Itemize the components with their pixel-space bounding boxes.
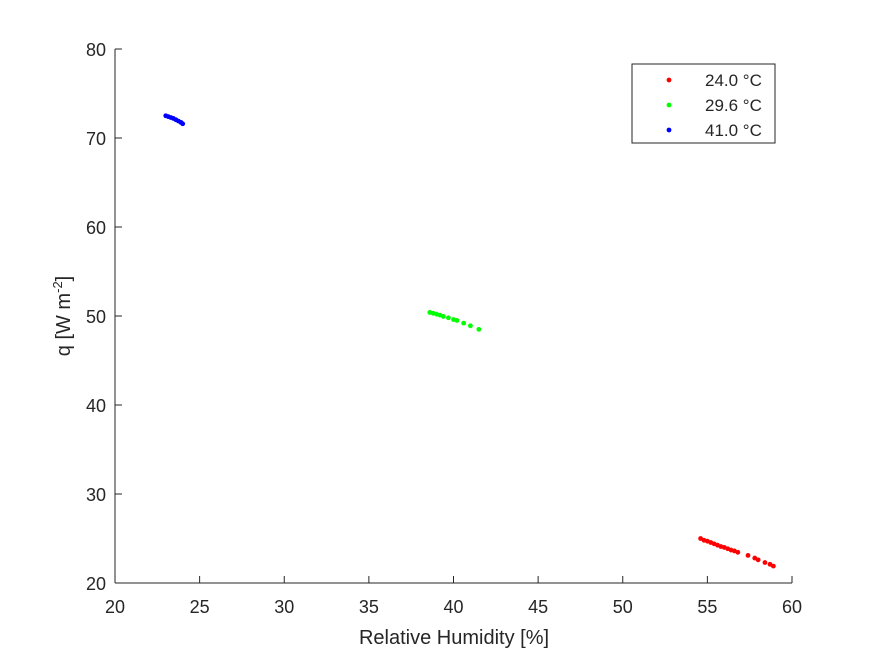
legend-label: 29.6 °C [705, 96, 762, 115]
x-tick-label: 55 [697, 597, 717, 617]
legend-label: 41.0 °C [705, 121, 762, 140]
data-point [476, 326, 482, 332]
y-axis-label-main: q [W m [53, 293, 75, 356]
x-tick-label: 50 [613, 597, 633, 617]
data-points [163, 113, 776, 569]
legend: 24.0 °C 29.6 °C 41.0 °C [631, 63, 776, 144]
x-tick-label: 60 [782, 597, 802, 617]
x-axis-label: Relative Humidity [%] [359, 627, 549, 649]
y-axis-label-superscript: -2 [50, 281, 65, 293]
y-axis-label-end: ] [53, 276, 75, 282]
x-tick-label: 35 [359, 597, 379, 617]
data-point [762, 560, 768, 565]
y-tick-label: 80 [86, 40, 106, 60]
data-point [735, 549, 741, 555]
data-point [454, 318, 460, 323]
legend-marker [666, 102, 672, 108]
data-point [440, 314, 446, 319]
y-tick-label: 30 [86, 485, 106, 505]
legend-marker [666, 77, 672, 83]
legend-label: 24.0 °C [705, 71, 762, 90]
data-point [180, 121, 186, 127]
y-tick-label: 20 [86, 574, 106, 594]
data-point [745, 553, 751, 558]
data-point [755, 557, 761, 563]
data-point [461, 320, 467, 326]
y-tick-label: 50 [86, 307, 106, 327]
legend-box [631, 63, 776, 144]
axes: 20 25 30 35 40 45 50 55 60 20 30 40 50 60 70 80 [86, 40, 802, 617]
y-tick-label: 70 [86, 129, 106, 149]
x-tick-label: 25 [190, 597, 210, 617]
y-axis-label: q [W m-2] [50, 276, 75, 356]
x-tick-label: 20 [105, 597, 125, 617]
y-tick-label: 40 [86, 396, 106, 416]
x-tick-label: 30 [274, 597, 294, 617]
x-tick-label: 40 [443, 597, 463, 617]
data-point [468, 323, 473, 329]
data-point [446, 315, 451, 321]
data-point [770, 563, 776, 569]
legend-marker [666, 127, 672, 133]
x-tick-label: 45 [528, 597, 548, 617]
y-tick-label: 60 [86, 218, 106, 238]
